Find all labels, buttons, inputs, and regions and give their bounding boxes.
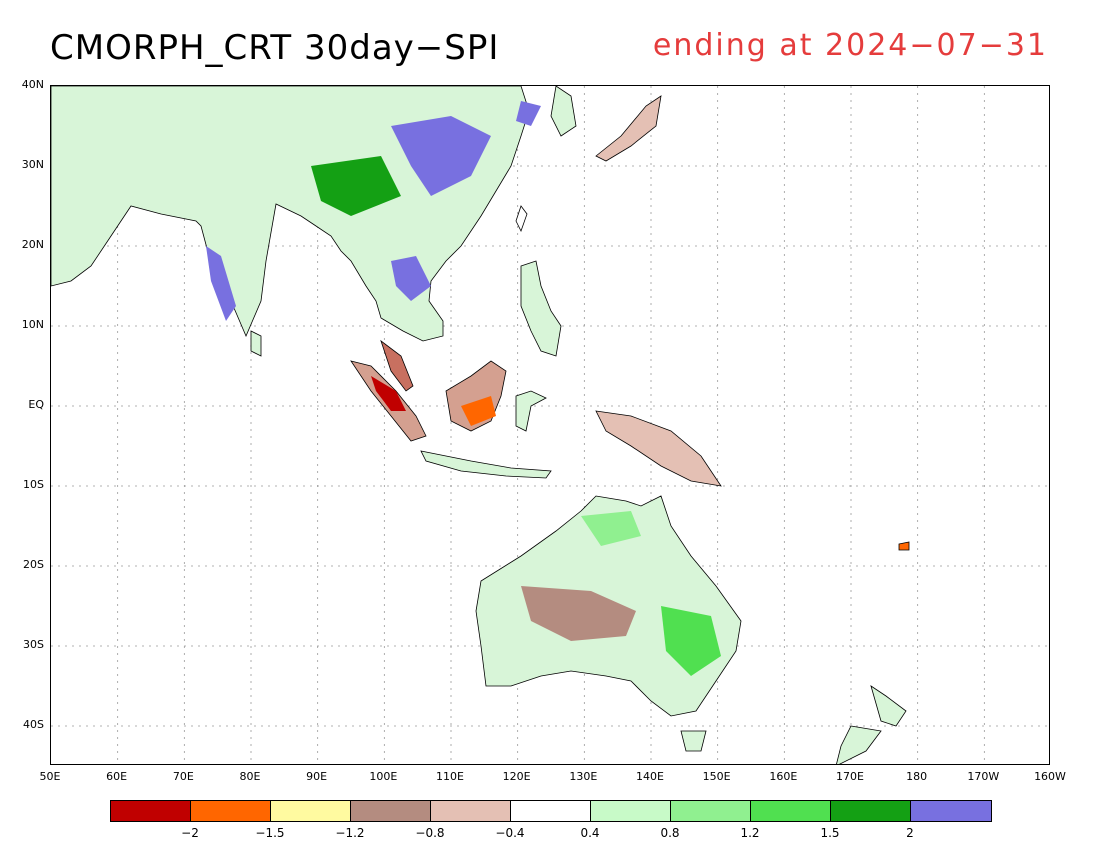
colorbar-swatch — [111, 801, 191, 821]
spi-anomaly-patches — [206, 101, 721, 676]
colorbar-tick-label: −0.8 — [415, 826, 445, 840]
colorbar-tick-label: −1.2 — [335, 826, 365, 840]
map-panel — [50, 85, 1050, 765]
lon-tick-label: 60E — [106, 770, 128, 783]
lat-tick-label: 40S — [23, 718, 44, 731]
wet-patch-australia-north — [581, 511, 641, 546]
lat-tick-label: 30S — [23, 638, 44, 651]
lat-tick-label: 10S — [23, 478, 44, 491]
land-tasmania — [680, 730, 707, 752]
land-sulawesi — [515, 390, 547, 432]
land-fiji — [898, 541, 910, 551]
lat-tick-label: 20N — [21, 238, 44, 251]
colorbar-tick-label: 1.5 — [820, 826, 840, 840]
colorbar-swatch — [431, 801, 511, 821]
wet-patch-australia-east — [661, 606, 721, 676]
lon-tick-label: 70E — [172, 770, 194, 783]
lon-tick-label: 110E — [436, 770, 464, 783]
colorbar-tick-label: 2 — [906, 826, 914, 840]
lat-tick-label: 30N — [21, 158, 44, 171]
lon-tick-label: 120E — [502, 770, 531, 783]
wet-patch-india — [206, 246, 236, 321]
spi-map — [51, 86, 1049, 764]
wet-patch-indochina — [391, 256, 431, 301]
land-korea — [550, 86, 577, 137]
colorbar-swatch — [351, 801, 431, 821]
lat-tick-label: 40N — [21, 78, 44, 91]
lon-tick-label: 160E — [769, 770, 798, 783]
lat-tick-label: 10N — [21, 318, 44, 331]
dry-patch-australia-center — [521, 586, 636, 641]
colorbar-swatch — [271, 801, 351, 821]
land-new-guinea — [595, 410, 722, 487]
lon-tick-label: 150E — [702, 770, 731, 783]
land-malay-peninsula — [380, 339, 414, 392]
colorbar-tick-label: −0.4 — [495, 826, 525, 840]
colorbar-swatch — [511, 801, 591, 821]
lon-tick-label: 180 — [906, 770, 928, 783]
lon-tick-label: 130E — [569, 770, 598, 783]
land-new-zealand — [836, 685, 907, 764]
map-title: CMORPH_CRT 30day−SPI — [50, 28, 500, 68]
lat-tick-label: 20S — [23, 558, 44, 571]
lon-tick-label: 140E — [636, 770, 664, 783]
lon-tick-label: 80E — [239, 770, 261, 783]
wet-patch-japan-sea — [516, 101, 541, 126]
colorbar-tick-label: 0.8 — [660, 826, 680, 840]
colorbar — [110, 800, 992, 822]
landmasses — [51, 86, 910, 764]
lon-tick-label: 90E — [306, 770, 328, 783]
colorbar-swatch — [191, 801, 271, 821]
colorbar-swatch — [911, 801, 991, 821]
ending-date-label: ending at 2024−07−31 — [652, 28, 1048, 63]
lon-tick-label: 160W — [1034, 770, 1066, 783]
dry-patch-sumatra — [371, 376, 406, 411]
land-japan — [595, 95, 662, 162]
colorbar-swatch — [831, 801, 911, 821]
wet-patch-china — [391, 116, 491, 196]
land-taiwan — [515, 205, 528, 233]
dry-patch-borneo — [461, 396, 496, 426]
lon-tick-label: 50E — [39, 770, 61, 783]
colorbar-swatch — [671, 801, 751, 821]
colorbar-tick-label: −2 — [181, 826, 199, 840]
land-java — [420, 450, 552, 479]
lon-tick-label: 170E — [836, 770, 864, 783]
colorbar-tick-label: 0.4 — [580, 826, 600, 840]
land-sri-lanka — [250, 330, 262, 357]
colorbar-swatch — [591, 801, 671, 821]
lat-tick-label: EQ — [28, 398, 44, 411]
colorbar-tick-label: −1.5 — [255, 826, 285, 840]
wet-patch-china-south — [311, 156, 401, 216]
lon-tick-label: 100E — [369, 770, 398, 783]
land-philippines — [520, 260, 562, 357]
colorbar-swatch — [751, 801, 831, 821]
lon-tick-label: 170W — [967, 770, 1000, 783]
colorbar-tick-label: 1.2 — [740, 826, 760, 840]
